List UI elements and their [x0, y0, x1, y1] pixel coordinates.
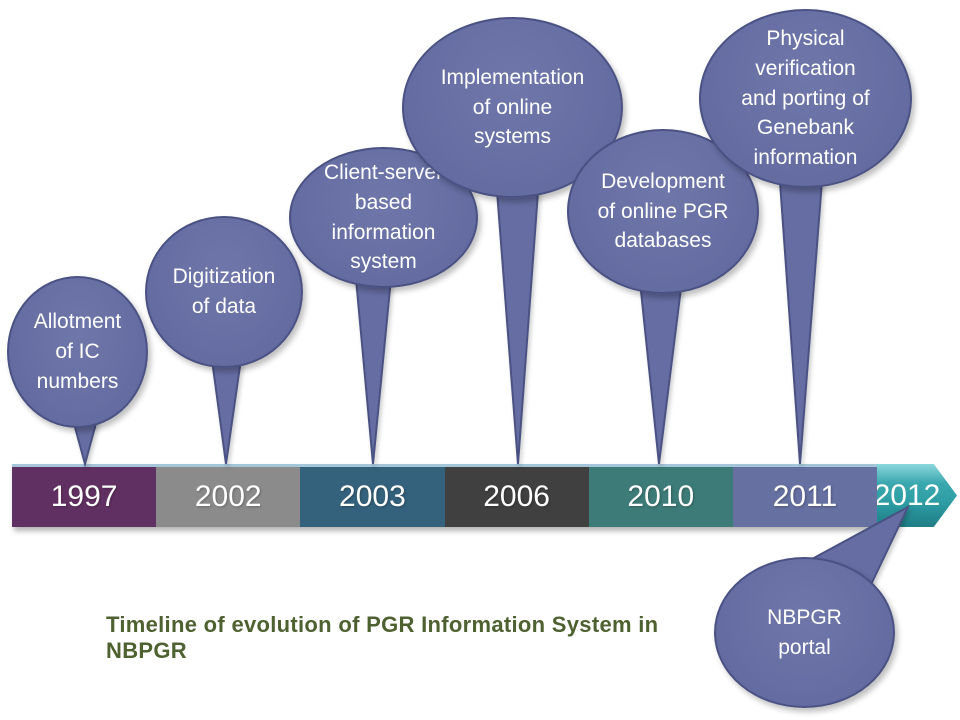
- callout-label: Digitization of data: [172, 265, 276, 318]
- timeline-segment-2011: 2011: [732, 467, 878, 527]
- callout-label: Allotment of IC numbers: [33, 310, 122, 393]
- year-label-2003: 2003: [339, 480, 406, 513]
- timeline-segment-2010: 2010: [588, 467, 733, 527]
- callout-nbpgr-portal: NBPGR portal: [714, 557, 895, 708]
- year-label-1997: 1997: [50, 480, 118, 513]
- timeline-segment-2006: 2006: [444, 467, 589, 527]
- diagram-caption: Timeline of evolution of PGR Information…: [106, 612, 659, 663]
- callout-label: Physical verification and porting of Gen…: [741, 26, 870, 170]
- timeline-segment-1997: 1997: [12, 467, 157, 527]
- callout-digitization-of-data: Digitization of data: [145, 216, 303, 368]
- callout-label: Development of online PGR databases: [597, 169, 729, 253]
- timeline-bar: 1997 2002 2003 2006 2010 2011: [12, 464, 878, 527]
- callout-tail-2010: [637, 271, 685, 465]
- callout-development-online-pgr-databases: Development of online PGR databases: [567, 129, 759, 294]
- callout-tail-2003: [353, 267, 394, 465]
- year-label-2011: 2011: [772, 480, 838, 513]
- timeline-segment-2002: 2002: [156, 467, 301, 527]
- callout-tail-2006: [494, 177, 541, 465]
- year-label-2002: 2002: [194, 480, 262, 513]
- year-label-2006: 2006: [483, 480, 550, 513]
- callout-label: Implementation of online systems: [440, 65, 585, 149]
- timeline-arrow-segment-2012: 2012: [877, 464, 957, 527]
- year-label-2012: 2012: [873, 478, 941, 512]
- callout-physical-verification-genebank: Physical verification and porting of Gen…: [699, 9, 912, 188]
- callout-allotment-ic-numbers: Allotment of IC numbers: [7, 276, 148, 428]
- callout-tail-2011: [777, 167, 825, 465]
- callout-label: Client-server based information system: [323, 160, 444, 274]
- year-label-2010: 2010: [627, 480, 695, 513]
- callout-label: NBPGR portal: [767, 605, 842, 659]
- timeline-segment-2003: 2003: [300, 467, 445, 527]
